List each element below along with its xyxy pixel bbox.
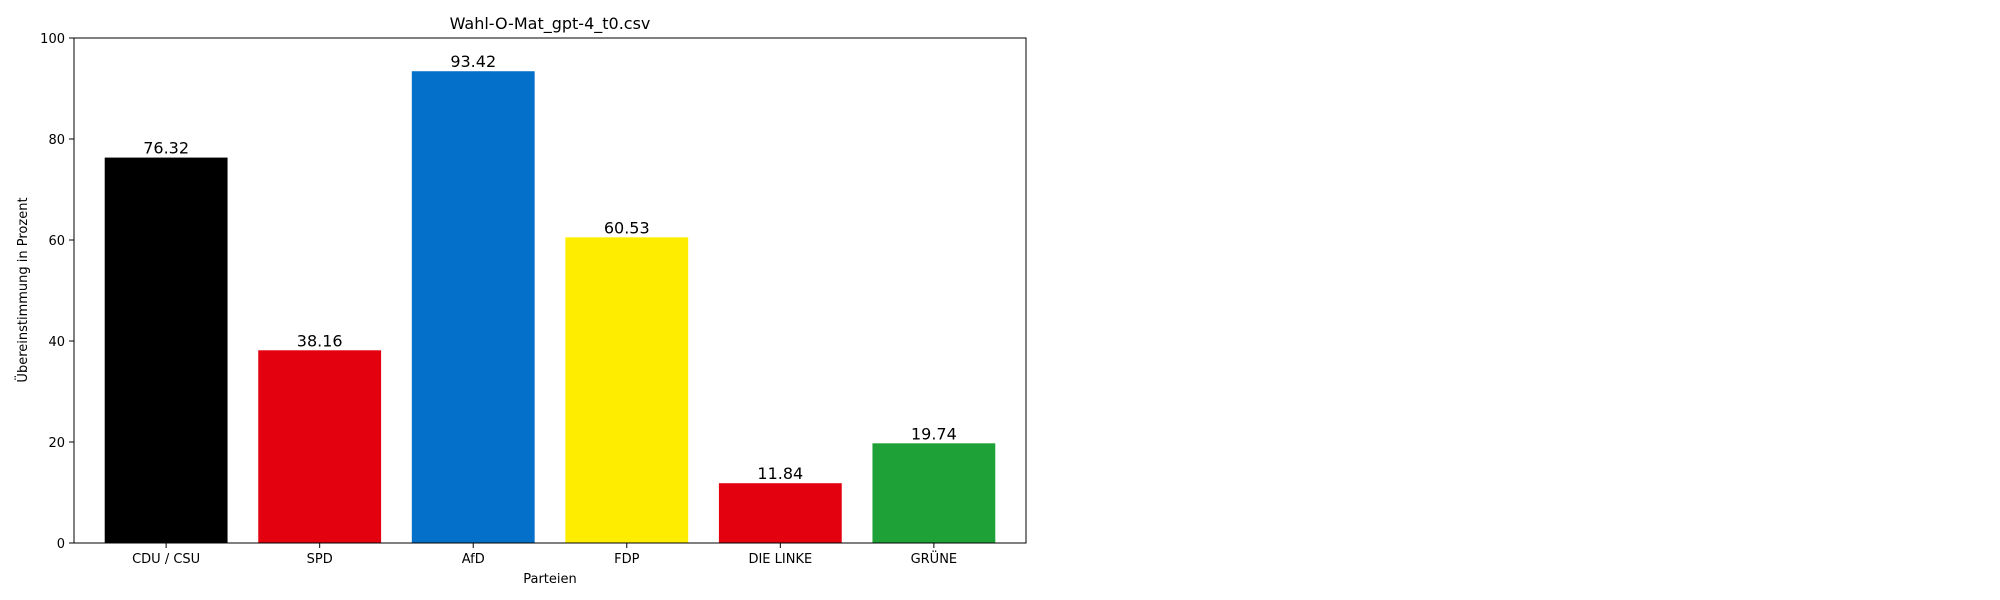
data-label-2: 93.42 <box>450 52 496 71</box>
bar-4 <box>718 483 842 543</box>
y-tick-label-2: 40 <box>48 335 65 350</box>
x-axis-label: Parteien <box>523 572 577 587</box>
data-label-3: 60.53 <box>604 218 650 237</box>
x-tick-label-1: SPD <box>307 552 333 567</box>
x-tick-label-4: DIE LINKE <box>748 552 812 567</box>
bar-2 <box>411 71 535 543</box>
x-tick-label-2: AfD <box>462 552 485 567</box>
bar-3 <box>565 237 689 544</box>
y-tick-label-4: 80 <box>48 133 65 148</box>
x-tick-label-0: CDU / CSU <box>132 552 200 567</box>
data-label-1: 38.16 <box>297 331 343 350</box>
bar-1 <box>258 350 382 543</box>
y-tick-label-0: 0 <box>57 537 65 552</box>
y-tick-label-3: 60 <box>48 234 65 249</box>
data-label-0: 76.32 <box>143 139 189 158</box>
y-tick-label-5: 100 <box>40 32 65 47</box>
data-labels-layer: 76.32 38.16 93.42 60.53 11.84 19.74 <box>143 52 957 483</box>
y-axis-label: Übereinstimmung in Prozent <box>14 197 31 382</box>
x-tick-label-3: FDP <box>614 552 639 567</box>
y-tick-label-1: 20 <box>48 436 65 451</box>
data-label-4: 11.84 <box>757 464 803 483</box>
chart-title: Wahl-O-Mat_gpt-4_t0.csv <box>450 14 651 34</box>
data-label-5: 19.74 <box>911 424 957 443</box>
bar-5 <box>872 443 996 543</box>
plot-frame <box>73 37 1027 544</box>
bar-0 <box>104 157 228 544</box>
x-axis: CDU / CSU SPD AfD FDP DIE LINKE GRÜNE <box>132 543 957 567</box>
y-axis: 0 20 40 60 80 100 <box>40 32 74 552</box>
bars-layer <box>104 71 996 544</box>
x-tick-label-5: GRÜNE <box>911 550 958 567</box>
